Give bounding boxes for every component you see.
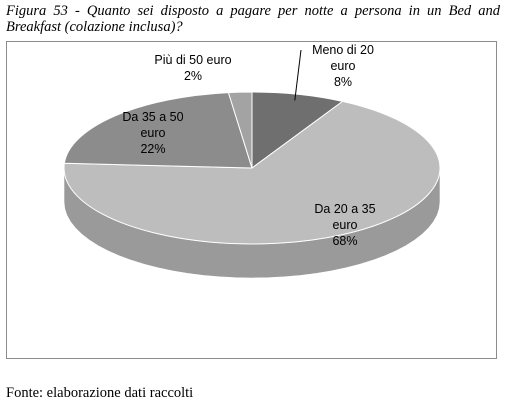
slice-meno-di-20-euro bbox=[251, 91, 344, 169]
data-label-da-20-a-35-euro: Da 20 a 35 euro 68% bbox=[314, 202, 375, 248]
data-label-line: euro bbox=[332, 218, 357, 232]
data-label-pi-di-50-euro: Più di 50 euro 2% bbox=[154, 53, 231, 83]
chart-frame: Meno di 20 euro 8% Da 20 a 35 euro 68% Da 35 a… bbox=[6, 41, 497, 359]
data-label-da-35-a-50-euro: Da 35 a 50 euro 22% bbox=[122, 110, 183, 156]
figure-caption: Figura 53 - Quanto sei disposto a pagare… bbox=[6, 3, 500, 35]
slice-da-35-a-50-euro bbox=[63, 92, 253, 169]
pie-slices bbox=[63, 91, 441, 245]
data-label-line: Da 35 a 50 bbox=[122, 110, 183, 124]
data-label-meno-di-20-euro: Meno di 20 euro 8% bbox=[312, 43, 374, 89]
slice-da-20-a-35-euro bbox=[63, 100, 441, 245]
data-label-line: 22% bbox=[140, 142, 165, 156]
data-label-line: 8% bbox=[334, 75, 352, 89]
data-label-line: euro bbox=[140, 126, 165, 140]
figure-source: Fonte: elaborazione dati raccolti bbox=[6, 385, 194, 401]
data-label-line: 2% bbox=[184, 69, 202, 83]
data-label-line: Da 20 a 35 bbox=[314, 202, 375, 216]
pie-labels: Meno di 20 euro 8% Da 20 a 35 euro 68% Da 35 a… bbox=[122, 43, 375, 248]
data-label-line: 68% bbox=[332, 234, 357, 248]
leader-line-meno-di-20-euro bbox=[294, 49, 302, 101]
pie-chart: Meno di 20 euro 8% Da 20 a 35 euro 68% Da 35 a… bbox=[63, 43, 441, 279]
data-label-line: Più di 50 euro bbox=[154, 53, 231, 67]
data-label-line: Meno di 20 bbox=[312, 43, 374, 57]
data-label-line: euro bbox=[330, 59, 355, 73]
slice-pi-di-50-euro bbox=[227, 91, 253, 169]
